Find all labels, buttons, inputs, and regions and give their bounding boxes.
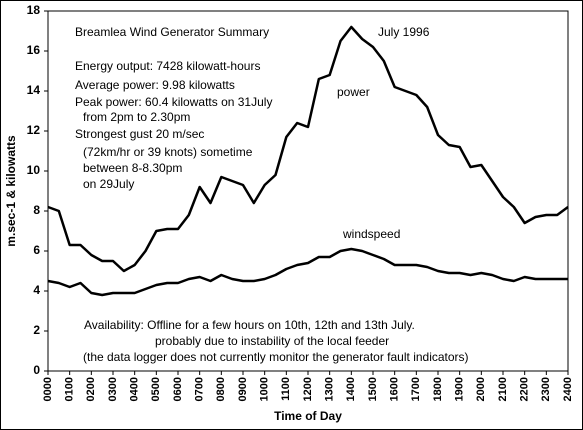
y-tick-label: 16: [27, 43, 41, 57]
y-tick-label: 10: [27, 163, 41, 177]
x-tick-label: 1900: [454, 377, 466, 401]
x-tick-label: 1700: [410, 377, 422, 401]
y-axis-label: m.sec-1 & kilowatts: [4, 135, 18, 247]
y-tick-label: 14: [27, 83, 41, 97]
x-tick-label: 0900: [237, 377, 249, 401]
x-tick-label: 0300: [107, 377, 119, 401]
series-label: windspeed: [342, 227, 400, 241]
x-tick-label: 1000: [259, 377, 271, 401]
annotation: Availability: Offline for a few hours on…: [84, 318, 415, 332]
series-line: [47, 25, 569, 273]
annotation: Peak power: 60.4 kilowatts on 31July: [75, 95, 272, 109]
x-tick-label: 2200: [519, 377, 531, 401]
annotation: Strongest gust 20 m/sec: [75, 127, 204, 141]
annotation: on 29July: [83, 177, 134, 191]
x-tick-label: 2400: [562, 377, 574, 401]
y-tick-label: 4: [33, 283, 40, 297]
x-tick-label: 1600: [389, 377, 401, 401]
annotation: from 2pm to 2.30pm: [83, 110, 190, 124]
x-tick-label: 0400: [129, 377, 141, 401]
annotation: probably due to instability of the local…: [155, 334, 389, 348]
annotation: Energy output: 7428 kilowatt-hours: [75, 59, 260, 73]
y-tick-label: 0: [33, 363, 40, 377]
x-tick-label: 0200: [85, 377, 97, 401]
x-tick-label: 1200: [302, 377, 314, 401]
annotation: between 8-8.30pm: [83, 161, 182, 175]
x-tick-label: 1500: [367, 377, 379, 401]
x-tick-label: 1300: [324, 377, 336, 401]
x-tick-label: 0800: [215, 377, 227, 401]
x-tick-label: 0000: [42, 377, 54, 401]
x-tick-label: 0100: [64, 377, 76, 401]
x-tick-label: 2000: [475, 377, 487, 401]
series-label: power: [337, 85, 370, 99]
y-tick-label: 8: [33, 203, 40, 217]
x-tick-label: 0500: [150, 377, 162, 401]
series-line: [47, 247, 568, 297]
y-tick-label: 12: [27, 123, 41, 137]
x-tick-label: 2300: [540, 377, 552, 401]
x-tick-label: 2100: [497, 377, 509, 401]
chart-title: Breamlea Wind Generator Summary: [75, 25, 269, 39]
y-tick-label: 2: [33, 323, 40, 337]
annotation: Average power: 9.98 kilowatts: [75, 78, 235, 92]
chart-subtitle: July 1996: [378, 25, 430, 39]
x-tick-label: 1100: [280, 377, 292, 401]
x-tick-label: 1800: [432, 377, 444, 401]
annotation: (the data logger does not currently moni…: [83, 350, 469, 364]
y-tick-label: 6: [33, 243, 40, 257]
annotation: (72km/hr or 39 knots) sometime: [83, 145, 253, 159]
x-tick-label: 0600: [172, 377, 184, 401]
y-tick-label: 18: [27, 3, 41, 17]
x-tick-label: 0700: [194, 377, 206, 401]
x-tick-label: 1400: [345, 377, 357, 401]
x-axis-label: Time of Day: [274, 409, 342, 423]
